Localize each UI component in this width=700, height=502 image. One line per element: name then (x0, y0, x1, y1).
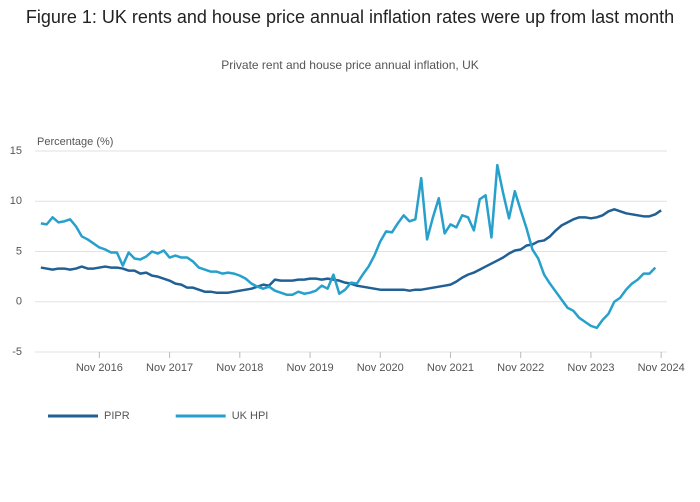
x-tick-label: Nov 2017 (146, 362, 193, 374)
legend-label: UK HPI (232, 410, 269, 422)
x-tick-label: Nov 2021 (427, 362, 474, 374)
y-tick-label: 5 (16, 245, 22, 257)
x-tick-label: Nov 2016 (76, 362, 123, 374)
chart-title: Figure 1: UK rents and house price annua… (25, 7, 675, 27)
y-tick-label: -5 (12, 346, 22, 358)
x-tick-label: Nov 2023 (567, 362, 614, 374)
y-axis-label: Percentage (%) (37, 136, 113, 148)
chart-subtitle: Private rent and house price annual infl… (221, 58, 479, 72)
x-tick-label: Nov 2022 (497, 362, 544, 374)
y-tick-label: 10 (10, 195, 22, 207)
legend-label: PIPR (104, 410, 130, 422)
y-tick-label: 15 (10, 145, 22, 157)
x-tick-label: Nov 2019 (286, 362, 333, 374)
x-tick-label: Nov 2024 (638, 362, 685, 374)
x-tick-label: Nov 2018 (216, 362, 263, 374)
y-tick-label: 0 (16, 296, 22, 308)
series-line (40, 163, 657, 330)
x-tick-label: Nov 2020 (357, 362, 404, 374)
series-line (40, 208, 662, 294)
